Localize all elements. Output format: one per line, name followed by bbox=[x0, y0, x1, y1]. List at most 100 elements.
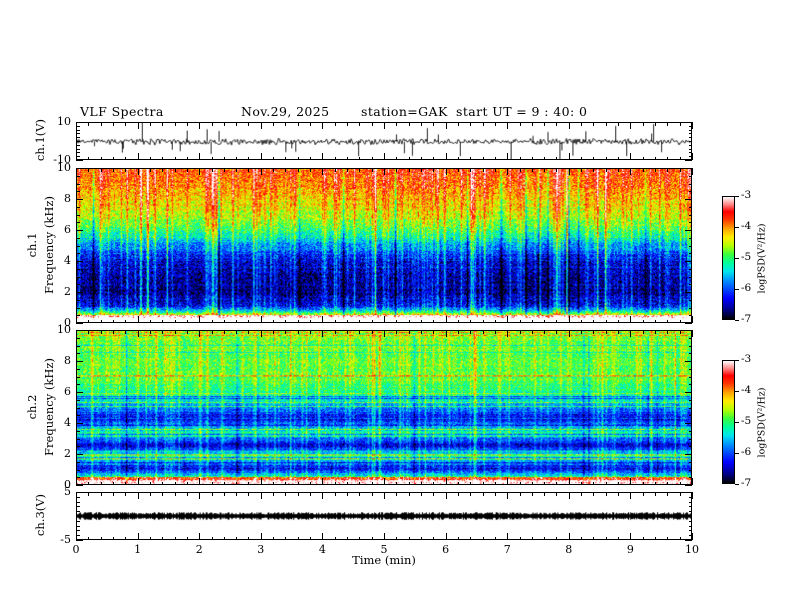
x-minor-tick bbox=[494, 536, 496, 540]
x-minor-tick bbox=[88, 536, 90, 540]
y-minor-tick bbox=[76, 191, 80, 193]
x-major-tick bbox=[137, 122, 139, 129]
x-minor-tick bbox=[470, 481, 472, 485]
colorbar-tick-label: -4 bbox=[741, 384, 752, 396]
x-minor-tick bbox=[457, 122, 459, 126]
x-minor-tick bbox=[347, 168, 349, 172]
x-minor-tick bbox=[100, 319, 102, 323]
y-minor-tick bbox=[688, 501, 692, 503]
x-minor-tick bbox=[297, 319, 299, 323]
x-minor-tick bbox=[544, 168, 546, 172]
x-minor-tick bbox=[531, 156, 533, 160]
x-minor-tick bbox=[223, 481, 225, 485]
y-minor-tick bbox=[76, 183, 80, 185]
x-minor-tick bbox=[605, 492, 607, 496]
x-minor-tick bbox=[667, 319, 669, 323]
x-minor-tick bbox=[211, 319, 213, 323]
colorbar-tick bbox=[735, 484, 739, 485]
x-major-tick bbox=[630, 492, 632, 499]
x-minor-tick bbox=[371, 156, 373, 160]
x-minor-tick bbox=[433, 536, 435, 540]
x-minor-tick bbox=[618, 330, 620, 334]
x-minor-tick bbox=[581, 122, 583, 126]
x-minor-tick bbox=[531, 330, 533, 334]
x-minor-tick bbox=[482, 122, 484, 126]
x-major-tick bbox=[630, 478, 632, 485]
y-minor-tick bbox=[688, 323, 692, 324]
y-minor-tick bbox=[688, 168, 692, 169]
x-minor-tick bbox=[420, 492, 422, 496]
x-minor-tick bbox=[310, 168, 312, 172]
x-major-tick bbox=[322, 330, 324, 337]
x-minor-tick bbox=[679, 168, 681, 172]
y-major-tick bbox=[76, 323, 83, 324]
x-minor-tick bbox=[186, 330, 188, 334]
x-minor-tick bbox=[186, 122, 188, 126]
y-minor-tick bbox=[76, 237, 80, 239]
x-minor-tick bbox=[396, 168, 398, 172]
y-minor-tick bbox=[76, 376, 80, 378]
x-minor-tick bbox=[581, 156, 583, 160]
y-minor-tick bbox=[688, 525, 692, 527]
y-minor-tick bbox=[76, 125, 80, 127]
y-minor-tick bbox=[688, 454, 692, 455]
y-minor-tick bbox=[688, 384, 692, 386]
x-minor-tick bbox=[310, 492, 312, 496]
y-minor-tick bbox=[76, 492, 80, 493]
y-major-tick bbox=[76, 330, 83, 331]
y-minor-tick bbox=[76, 141, 80, 142]
x-minor-tick bbox=[470, 319, 472, 323]
x-major-tick bbox=[692, 122, 693, 129]
x-major-tick bbox=[199, 478, 201, 485]
chart-station: station=GAK bbox=[361, 104, 448, 119]
x-minor-tick bbox=[297, 330, 299, 334]
y-tick-label: 10 bbox=[57, 323, 71, 336]
y-minor-tick bbox=[688, 485, 692, 486]
colorbar-tick-label: -4 bbox=[741, 220, 752, 232]
x-major-tick bbox=[76, 330, 77, 337]
x-minor-tick bbox=[359, 536, 361, 540]
x-tick-label: 3 bbox=[257, 543, 265, 556]
y-tick-label: 6 bbox=[64, 385, 71, 398]
x-minor-tick bbox=[433, 168, 435, 172]
y-minor-tick bbox=[688, 206, 692, 208]
x-minor-tick bbox=[642, 168, 644, 172]
y-minor-tick bbox=[76, 415, 80, 417]
x-major-tick bbox=[76, 492, 77, 499]
y-major-tick bbox=[76, 292, 83, 293]
x-minor-tick bbox=[556, 319, 558, 323]
x-minor-tick bbox=[334, 492, 336, 496]
x-minor-tick bbox=[531, 122, 533, 126]
colorbar-tick bbox=[735, 391, 739, 392]
x-minor-tick bbox=[297, 122, 299, 126]
x-minor-tick bbox=[679, 481, 681, 485]
y-tick-label: 8 bbox=[64, 354, 71, 367]
y-tick-label: 10 bbox=[57, 115, 71, 128]
x-minor-tick bbox=[211, 330, 213, 334]
x-minor-tick bbox=[248, 319, 250, 323]
y-minor-tick bbox=[688, 214, 692, 216]
x-minor-tick bbox=[248, 168, 250, 172]
x-major-tick bbox=[322, 492, 324, 499]
x-minor-tick bbox=[556, 481, 558, 485]
y-tick-label: -10 bbox=[53, 153, 71, 166]
colorbar-tick bbox=[735, 360, 739, 361]
y-minor-tick bbox=[688, 175, 692, 177]
x-major-tick bbox=[692, 316, 693, 323]
ch2-spectrogram-image bbox=[77, 331, 691, 484]
y-tick-label: 4 bbox=[64, 254, 71, 267]
x-minor-tick bbox=[285, 319, 287, 323]
x-minor-tick bbox=[642, 122, 644, 126]
x-minor-tick bbox=[420, 156, 422, 160]
y-minor-tick bbox=[76, 530, 80, 532]
x-minor-tick bbox=[211, 168, 213, 172]
x-minor-tick bbox=[149, 319, 151, 323]
x-minor-tick bbox=[408, 481, 410, 485]
x-minor-tick bbox=[457, 168, 459, 172]
x-minor-tick bbox=[223, 330, 225, 334]
x-major-tick bbox=[384, 330, 385, 337]
x-minor-tick bbox=[642, 536, 644, 540]
y-minor-tick bbox=[76, 399, 80, 401]
x-major-tick bbox=[507, 533, 509, 540]
x-minor-tick bbox=[334, 330, 336, 334]
